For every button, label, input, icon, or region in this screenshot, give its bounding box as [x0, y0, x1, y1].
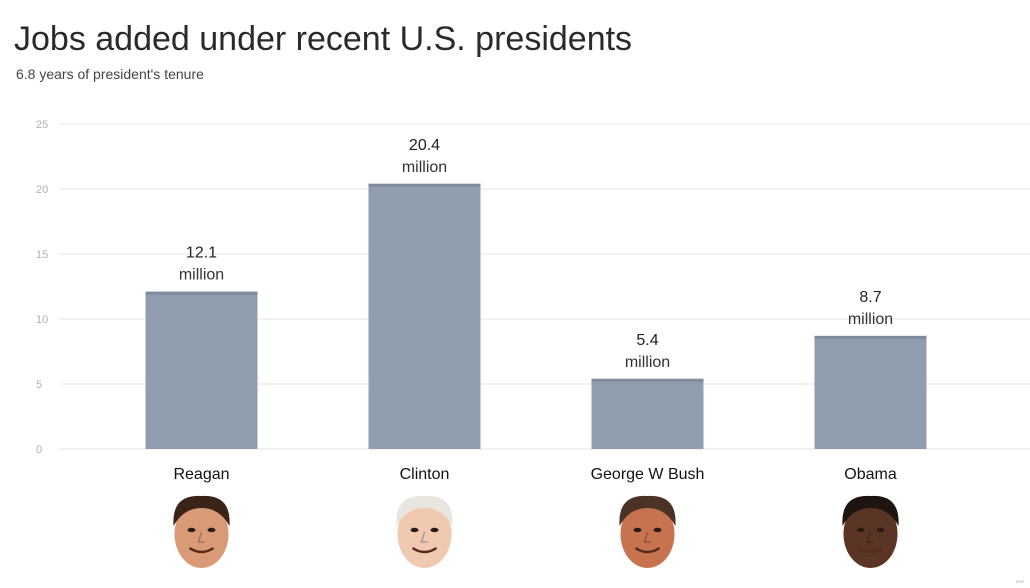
category-label: Clinton	[400, 466, 450, 483]
y-tick-label: 15	[36, 249, 48, 261]
category-label: Obama	[844, 466, 897, 483]
data-label-value: 20.4	[409, 137, 440, 154]
bar-top-cap	[814, 335, 927, 339]
data-label-unit: million	[848, 311, 893, 328]
category-label: George W Bush	[591, 466, 705, 483]
data-label-unit: million	[402, 159, 447, 176]
category-label: Reagan	[173, 466, 229, 483]
obama-portrait-icon	[842, 495, 899, 568]
data-label-value: 5.4	[636, 332, 658, 349]
bar	[145, 291, 258, 449]
y-tick-label: 5	[36, 379, 42, 391]
y-tick-label: 25	[36, 119, 48, 131]
data-label-value: 12.1	[186, 245, 217, 262]
data-label-unit: million	[625, 354, 670, 371]
data-label-unit: million	[179, 267, 224, 284]
bar-top-cap	[145, 291, 258, 295]
bar	[591, 378, 704, 449]
bar	[368, 183, 481, 450]
reagan-portrait-icon	[173, 495, 230, 568]
chart-title: Jobs added under recent U.S. presidents	[14, 20, 633, 58]
bar-top-cap	[591, 378, 704, 382]
bar	[814, 335, 927, 449]
chart-subtitle: 6.8 years of president's tenure	[16, 66, 204, 82]
data-label-value: 8.7	[859, 289, 881, 306]
y-tick-label: 10	[36, 314, 48, 326]
clinton-portrait-icon	[396, 495, 453, 568]
bar-top-cap	[368, 183, 481, 187]
bush-portrait-icon	[619, 495, 676, 568]
y-tick-label: 0	[36, 444, 42, 456]
corner-watermark: ▪▪▪	[1015, 577, 1024, 586]
y-tick-label: 20	[36, 184, 48, 196]
